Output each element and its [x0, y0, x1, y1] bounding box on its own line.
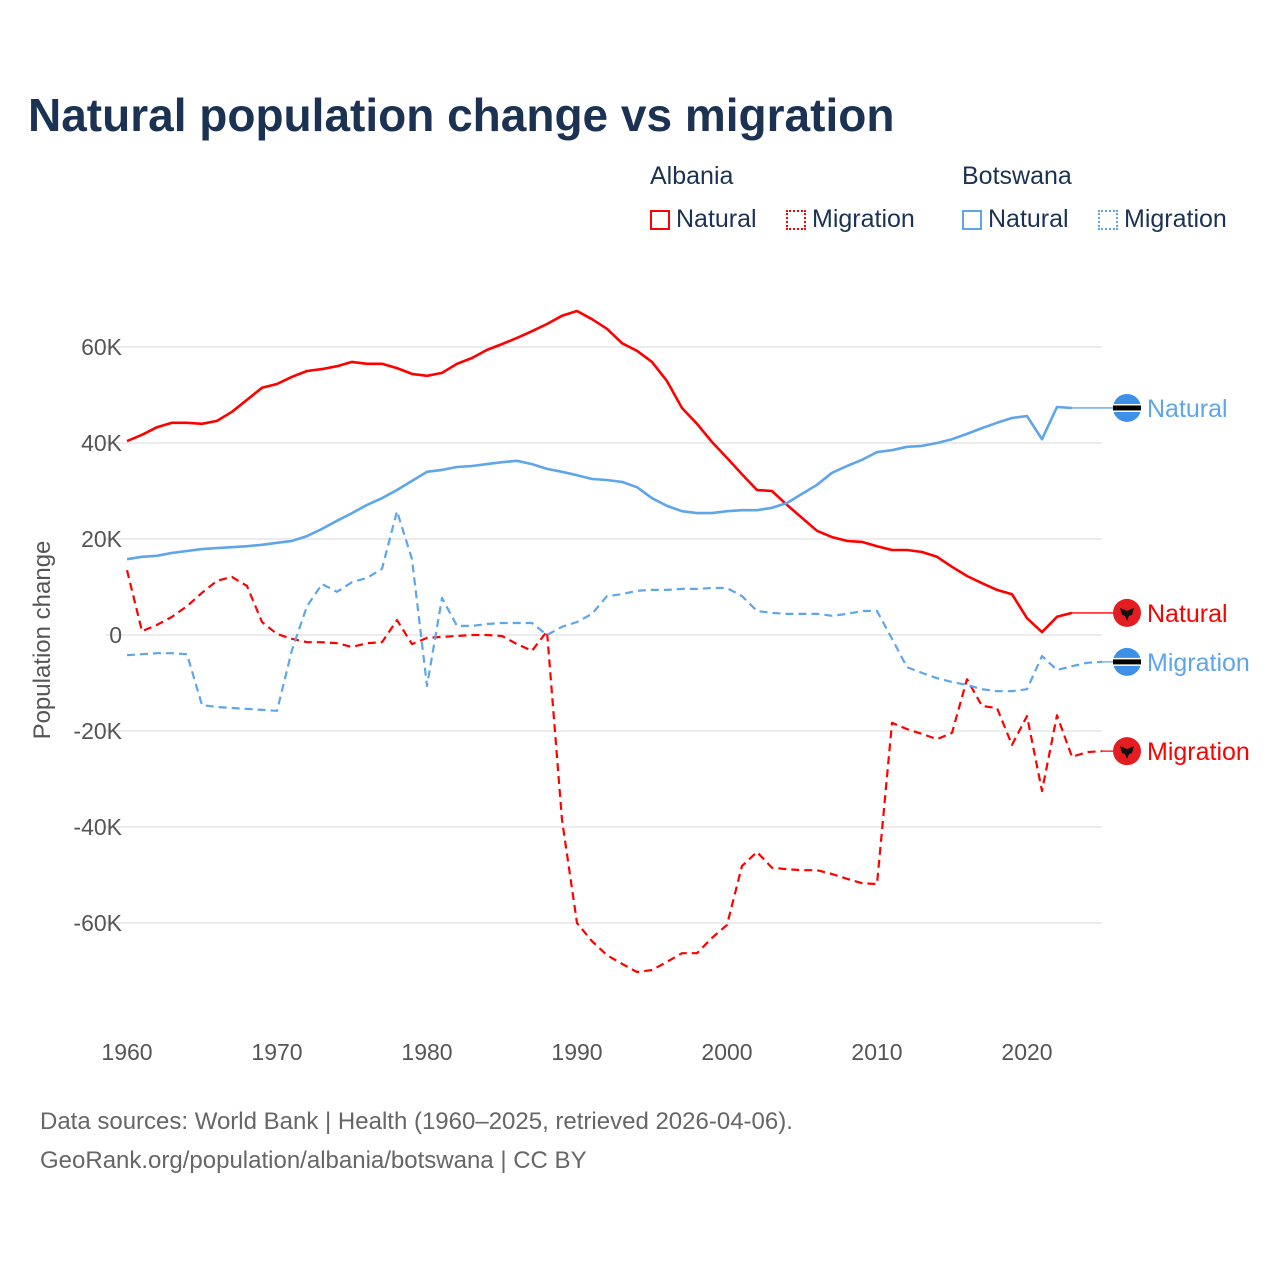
albania-flag-icon: [1113, 598, 1141, 627]
botswana-flag-icon: [1113, 647, 1141, 676]
legend-botswana-natural[interactable]: Natural: [962, 205, 1069, 234]
footer-link[interactable]: GeoRank.org/population/albania/botswana …: [40, 1147, 587, 1174]
eagle-shape: [1120, 746, 1134, 760]
legend-swatch-dotted: [1098, 209, 1118, 230]
legend-albania-natural[interactable]: Natural: [650, 205, 757, 234]
x-tick-label: 1990: [551, 1039, 602, 1065]
x-tick-label: 2020: [1001, 1039, 1052, 1065]
x-tick-label: 2000: [701, 1039, 752, 1065]
albania-flag-icon: [1113, 737, 1141, 766]
series-line: [126, 309, 1073, 634]
footer-source: Data sources: World Bank | Health (1960–…: [40, 1108, 793, 1135]
legend-swatch-solid: [962, 209, 982, 230]
series-end-label: Migration: [1147, 738, 1250, 766]
legend-group-botswana: Botswana: [962, 162, 1072, 190]
flag-stripe-black: [1113, 405, 1141, 411]
x-tick-label: 1970: [251, 1039, 302, 1065]
y-tick-label: 20K: [81, 526, 123, 552]
y-tick-label: 60K: [81, 334, 123, 360]
botswana-flag-icon: [1113, 393, 1141, 422]
legend-label: Natural: [676, 205, 757, 233]
legend-label: Natural: [988, 205, 1069, 233]
legend-swatch-dotted: [786, 209, 806, 230]
legend-label: Migration: [1124, 205, 1227, 233]
x-tick-label: 1960: [101, 1039, 152, 1065]
y-tick-label: -40K: [73, 814, 122, 840]
x-tick-label: 1980: [401, 1039, 452, 1065]
series-line: [126, 405, 1073, 561]
series-end-label: Natural: [1147, 395, 1228, 423]
legend-label: Migration: [812, 205, 915, 233]
x-tick-label: 2010: [851, 1039, 902, 1065]
y-axis-label: Population change: [29, 541, 56, 740]
legend-group-albania: Albania: [650, 162, 734, 190]
series-end-label: Migration: [1147, 649, 1250, 677]
y-tick-label: 40K: [81, 430, 123, 456]
legend-swatch-solid: [650, 209, 670, 230]
y-tick-label: -60K: [73, 910, 122, 936]
series-line: [126, 510, 1103, 712]
eagle-shape: [1120, 607, 1134, 621]
flag-stripe-black: [1113, 659, 1141, 665]
series-end-label: Natural: [1147, 600, 1228, 628]
y-tick-label: -20K: [73, 718, 122, 744]
series-line: [125, 569, 1103, 974]
legend-botswana-migration[interactable]: Migration: [1098, 205, 1227, 234]
chart-title: Natural population change vs migration: [28, 89, 895, 141]
legend-albania-migration[interactable]: Migration: [786, 205, 915, 234]
y-tick-label: 0: [109, 622, 122, 648]
